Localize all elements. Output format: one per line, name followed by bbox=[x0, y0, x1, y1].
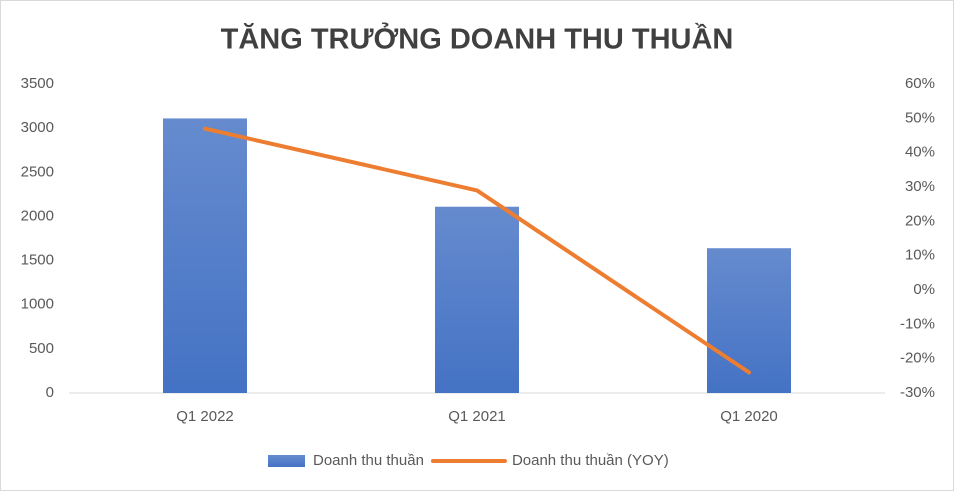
y-tick-label: 2500 bbox=[21, 163, 54, 180]
y2-tick-label: 0% bbox=[913, 281, 935, 298]
bar bbox=[707, 248, 791, 393]
y2-tick-label: 10% bbox=[905, 247, 935, 264]
y-tick-label: 2000 bbox=[21, 207, 54, 224]
legend-swatch bbox=[268, 455, 305, 467]
y2-tick-label: 50% bbox=[905, 109, 935, 126]
y2-tick-label: -10% bbox=[900, 315, 935, 332]
y2-tick-label: -30% bbox=[900, 384, 935, 401]
x-tick-label: Q1 2022 bbox=[176, 408, 234, 425]
y-tick-label: 0 bbox=[46, 384, 54, 401]
chart-title: TĂNG TRƯỞNG DOANH THU THUẦN bbox=[221, 22, 734, 56]
y2-tick-label: 30% bbox=[905, 178, 935, 195]
legend-label: Doanh thu thuần bbox=[313, 452, 424, 469]
y-tick-label: 1000 bbox=[21, 296, 54, 313]
legend-label: Doanh thu thuần (YOY) bbox=[512, 452, 669, 469]
x-tick-label: Q1 2020 bbox=[720, 408, 778, 425]
y-tick-label: 1500 bbox=[21, 252, 54, 269]
y2-tick-label: 60% bbox=[905, 75, 935, 92]
y-tick-label: 3500 bbox=[21, 75, 54, 92]
bar bbox=[435, 206, 519, 393]
y2-tick-label: -20% bbox=[900, 350, 935, 367]
y-tick-label: 3000 bbox=[21, 119, 54, 136]
bar bbox=[163, 118, 247, 393]
y-tick-label: 500 bbox=[29, 340, 54, 357]
y2-tick-label: 40% bbox=[905, 144, 935, 161]
line bbox=[203, 126, 751, 375]
x-tick-label: Q1 2021 bbox=[448, 408, 506, 425]
y2-tick-label: 20% bbox=[905, 212, 935, 229]
